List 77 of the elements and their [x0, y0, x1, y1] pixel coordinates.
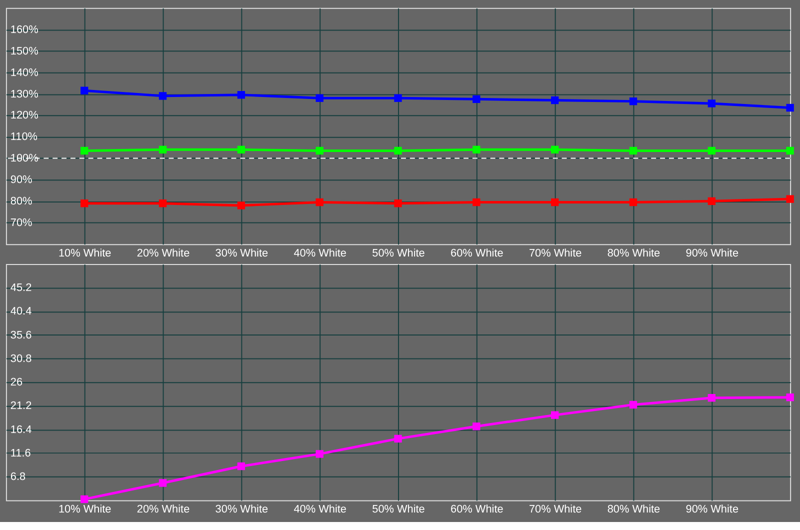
- point: [550, 96, 559, 104]
- point: [316, 450, 324, 458]
- point: [316, 146, 324, 155]
- point: [394, 146, 402, 155]
- y-tick-label: 26: [10, 376, 23, 389]
- point: [237, 462, 246, 470]
- x-tick-label: 50% White: [372, 248, 425, 260]
- point: [80, 86, 88, 94]
- point: [629, 198, 638, 206]
- x-tick-label: 20% White: [136, 248, 190, 260]
- point: [708, 197, 716, 206]
- x-tick-label: 40% White: [294, 248, 346, 260]
- point: [629, 97, 638, 106]
- point: [158, 146, 167, 154]
- point: [316, 94, 324, 102]
- y-tick-label: 30.8: [10, 352, 32, 365]
- point: [394, 94, 402, 102]
- point: [786, 195, 794, 203]
- point: [237, 146, 246, 154]
- x-tick-label: 10% White: [58, 248, 112, 260]
- point: [786, 394, 794, 402]
- x-tick-label: 30% White: [215, 248, 268, 260]
- point: [394, 434, 402, 443]
- y-tick-label: 6.8: [10, 471, 26, 484]
- point: [472, 95, 480, 104]
- x-tick-label: 60% White: [450, 504, 504, 516]
- y-tick-label: 140%: [10, 66, 39, 79]
- point: [472, 422, 480, 430]
- point: [786, 104, 794, 112]
- point: [472, 146, 480, 154]
- y-tick-label: 110%: [10, 131, 38, 144]
- x-tick-label: 60% White: [450, 248, 504, 260]
- y-tick-label: 70%: [10, 217, 33, 230]
- y-tick-label: 150%: [10, 45, 39, 58]
- point: [80, 199, 88, 208]
- y-tick-label: 40.4: [10, 306, 32, 318]
- point: [550, 198, 559, 206]
- x-tick-label: 70% White: [528, 248, 582, 260]
- point: [708, 146, 716, 155]
- point: [550, 411, 559, 419]
- y-tick-label: 160%: [10, 24, 39, 36]
- x-tick-label: 20% White: [136, 504, 190, 516]
- y-tick-label: 35.6: [10, 329, 32, 342]
- y-tick-label: 100%: [10, 152, 39, 165]
- point: [80, 146, 88, 155]
- point: [237, 202, 246, 210]
- x-tick-label: 70% White: [528, 504, 582, 516]
- point: [158, 92, 167, 100]
- y-tick-label: 21.2: [10, 400, 32, 412]
- point: [629, 400, 638, 409]
- point: [158, 199, 167, 208]
- x-tick-label: 40% White: [294, 504, 346, 516]
- point: [394, 199, 402, 208]
- point: [316, 198, 324, 206]
- point: [472, 198, 480, 206]
- point: [158, 479, 167, 487]
- x-tick-label: 80% White: [607, 504, 660, 516]
- y-tick-label: 80%: [10, 196, 33, 208]
- x-tick-label: 90% White: [686, 248, 739, 260]
- x-tick-label: 10% White: [58, 504, 112, 516]
- x-tick-label: 50% White: [372, 504, 425, 516]
- y-tick-label: 11.6: [10, 447, 31, 460]
- x-tick-label: 30% White: [215, 504, 268, 516]
- point: [80, 495, 88, 504]
- point: [237, 91, 246, 99]
- point: [629, 146, 638, 155]
- point: [708, 100, 716, 108]
- point: [786, 146, 794, 155]
- y-tick-label: 16.4: [10, 424, 32, 436]
- x-tick-label: 90% White: [686, 504, 739, 516]
- x-tick-label: 80% White: [607, 248, 660, 260]
- y-tick-label: 90%: [10, 174, 33, 186]
- y-tick-label: 120%: [10, 110, 39, 122]
- point: [550, 146, 559, 154]
- y-tick-label: 45.2: [10, 282, 32, 294]
- y-tick-label: 130%: [10, 88, 39, 100]
- point: [708, 394, 716, 402]
